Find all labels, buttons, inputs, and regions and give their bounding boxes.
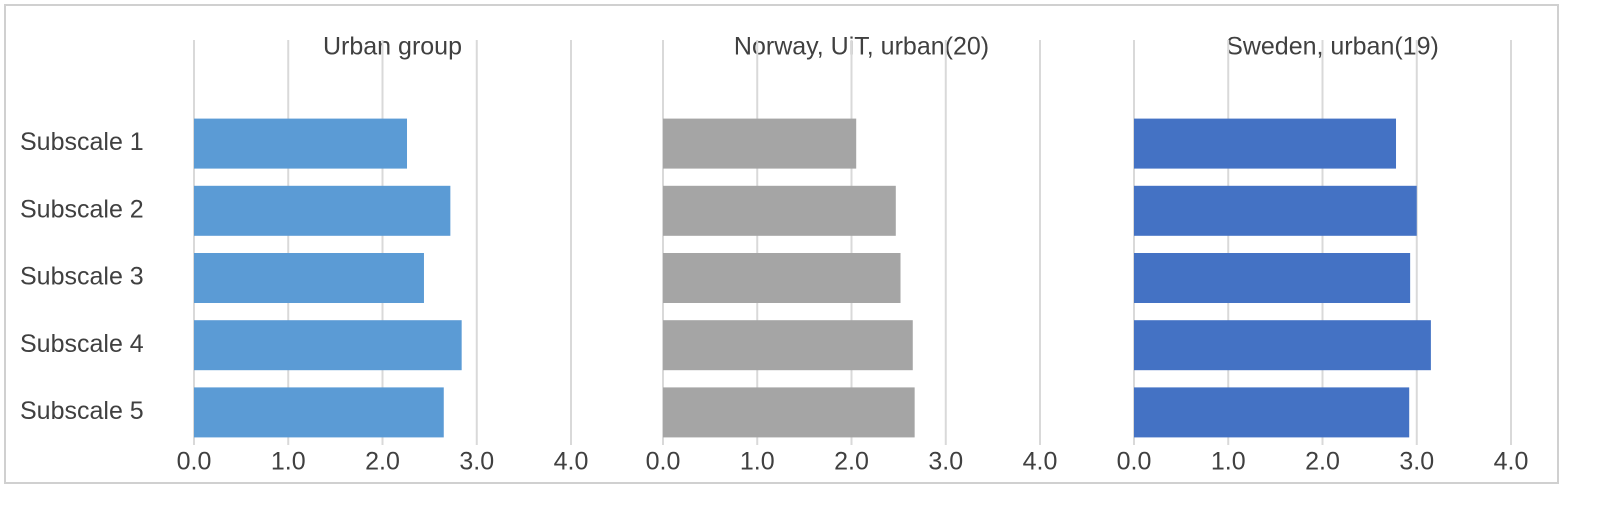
y-tick-label: Subscale 5 bbox=[20, 397, 144, 425]
bar bbox=[663, 185, 896, 236]
bar bbox=[194, 253, 424, 303]
x-tick-label: 2.0 bbox=[365, 448, 400, 476]
y-tick-label: Subscale 4 bbox=[20, 330, 144, 358]
x-tick-label: 3.0 bbox=[459, 448, 494, 476]
bar bbox=[194, 320, 462, 371]
panel-title: Urban group bbox=[323, 33, 462, 61]
x-tick-label: 0.0 bbox=[1117, 448, 1152, 476]
bar bbox=[1134, 118, 1397, 169]
bar bbox=[1134, 320, 1431, 371]
panel-title: Sweden, urban(19) bbox=[1226, 33, 1439, 61]
x-tick-label: 4.0 bbox=[1023, 448, 1058, 476]
x-tick-label: 2.0 bbox=[1305, 448, 1340, 476]
bar bbox=[663, 118, 857, 169]
bar bbox=[663, 253, 901, 303]
x-tick-label: 0.0 bbox=[646, 448, 681, 476]
panel-title: Norway, UiT, urban(20) bbox=[734, 33, 989, 61]
y-tick-label: Subscale 3 bbox=[20, 263, 144, 291]
x-tick-label: 3.0 bbox=[928, 448, 963, 476]
bar bbox=[194, 387, 444, 438]
bar bbox=[663, 320, 913, 371]
x-tick-label: 4.0 bbox=[554, 448, 589, 476]
bar bbox=[1134, 387, 1410, 438]
y-tick-label: Subscale 1 bbox=[20, 128, 144, 156]
x-tick-label: 4.0 bbox=[1494, 448, 1529, 476]
x-tick-label: 1.0 bbox=[271, 448, 306, 476]
x-tick-label: 0.0 bbox=[177, 448, 212, 476]
x-tick-label: 3.0 bbox=[1399, 448, 1434, 476]
bar bbox=[663, 387, 915, 438]
bar bbox=[194, 118, 408, 169]
x-tick-label: 1.0 bbox=[740, 448, 775, 476]
x-tick-label: 1.0 bbox=[1211, 448, 1246, 476]
bar bbox=[1134, 253, 1411, 303]
y-tick-label: Subscale 2 bbox=[20, 195, 144, 223]
x-tick-label: 2.0 bbox=[834, 448, 869, 476]
bar bbox=[1134, 185, 1417, 236]
bar bbox=[194, 185, 451, 236]
